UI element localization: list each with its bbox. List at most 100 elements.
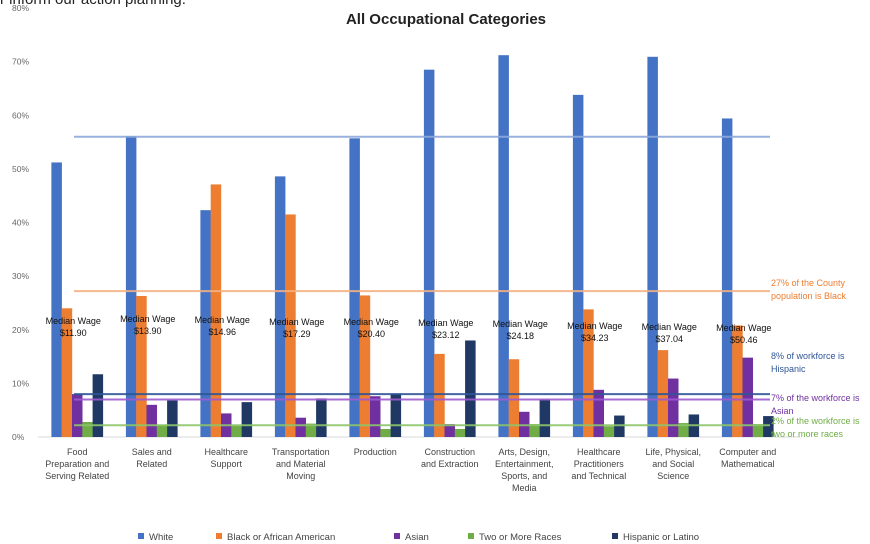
bar-two-or-more-races — [82, 421, 93, 437]
bar-white — [572, 94, 584, 437]
category-label: Healthcare — [577, 447, 621, 457]
category-label: Serving Related — [45, 471, 109, 481]
reference-annotation: 7% of the workforce is — [771, 393, 860, 403]
category-label: and Extraction — [421, 459, 479, 469]
bar-two-or-more-races — [305, 423, 317, 437]
bar-hispanic-or-latino — [316, 398, 327, 437]
median-wage-label: Median Wage — [195, 315, 250, 325]
category-label: Mathematical — [721, 459, 775, 469]
category-label: Science — [657, 471, 689, 481]
category-label: Support — [210, 459, 242, 469]
category-label: Sales and — [132, 447, 172, 457]
median-wage-label: Median Wage — [716, 323, 771, 333]
category-label: Construction — [424, 447, 475, 457]
bar-white — [423, 69, 435, 437]
legend-swatch — [612, 533, 618, 539]
legend-swatch — [394, 533, 400, 539]
bar-black-or-african-american — [210, 184, 222, 437]
category-label: and Social — [652, 459, 694, 469]
category-label: Entertainment, — [495, 459, 554, 469]
bar-two-or-more-races — [529, 424, 540, 437]
category-label: Food — [67, 447, 88, 457]
bar-hispanic-or-latino — [539, 399, 551, 437]
median-wage-label: Median Wage — [120, 314, 175, 324]
bar-white — [349, 138, 360, 437]
median-wage-label: Median Wage — [269, 317, 324, 327]
median-wage-label: Median Wage — [567, 321, 622, 331]
legend-label: Hispanic or Latino — [623, 532, 699, 543]
legend-label: Asian — [405, 532, 429, 543]
reference-annotation: Asian — [771, 406, 794, 416]
bar-white — [647, 56, 658, 438]
bar-asian — [593, 389, 604, 437]
y-tick-label: 60% — [12, 110, 29, 120]
legend-label: Two or More Races — [479, 532, 562, 543]
bar-asian — [72, 394, 83, 437]
bar-hispanic-or-latino — [465, 340, 476, 437]
median-wage-value: $17.29 — [283, 329, 311, 339]
bar-asian — [668, 378, 679, 437]
truncated-intro-text: r inform our action planning. — [0, 0, 186, 8]
bar-two-or-more-races — [678, 423, 689, 437]
y-tick-label: 0% — [12, 432, 25, 442]
bar-black-or-african-american — [732, 325, 743, 437]
median-wage-label: Median Wage — [418, 318, 473, 328]
category-label: Moving — [286, 471, 315, 481]
y-tick-label: 10% — [12, 378, 29, 388]
reference-annotation: 8% of workforce is — [771, 351, 845, 361]
legend-label: White — [149, 532, 173, 543]
bar-black-or-african-american — [508, 359, 520, 437]
median-wage-label: Median Wage — [344, 317, 399, 327]
bar-black-or-african-american — [359, 295, 371, 437]
median-wage-value: $13.90 — [134, 326, 162, 336]
category-label: Practitioners — [574, 459, 625, 469]
reference-annotation: population is Black — [771, 291, 847, 301]
bar-white — [200, 210, 211, 437]
category-label: Computer and — [719, 447, 776, 457]
median-wage-label: Median Wage — [46, 316, 101, 326]
bar-two-or-more-races — [603, 426, 615, 437]
category-label: and Technical — [571, 471, 626, 481]
category-label: Transportation — [272, 447, 330, 457]
bar-white — [721, 118, 733, 437]
category-label: Media — [512, 483, 537, 493]
bar-hispanic-or-latino — [763, 416, 774, 437]
legend-swatch — [468, 533, 474, 539]
bar-black-or-african-american — [136, 295, 147, 437]
bar-white — [274, 176, 286, 437]
bar-two-or-more-races — [231, 425, 242, 437]
bar-black-or-african-american — [434, 353, 445, 437]
y-tick-label: 30% — [12, 271, 29, 281]
bar-asian — [742, 357, 753, 437]
bar-two-or-more-races — [156, 424, 168, 437]
median-wage-label: Median Wage — [642, 322, 697, 332]
bar-black-or-african-american — [583, 309, 594, 437]
median-wage-value: $24.18 — [506, 331, 534, 341]
bar-white — [498, 55, 509, 437]
bar-black-or-african-american — [285, 214, 296, 437]
y-tick-label: 20% — [12, 325, 29, 335]
median-wage-value: $20.40 — [357, 329, 385, 339]
reference-annotation: Hispanic — [771, 364, 806, 374]
bar-hispanic-or-latino — [92, 374, 104, 437]
legend-label: Black or African American — [227, 532, 335, 543]
category-label: Life, Physical, — [645, 447, 701, 457]
median-wage-value: $50.46 — [730, 335, 758, 345]
bar-two-or-more-races — [380, 428, 391, 437]
category-label: Production — [354, 447, 397, 457]
category-label: and Material — [276, 459, 326, 469]
bar-hispanic-or-latino — [241, 402, 253, 437]
bar-asian — [295, 417, 306, 437]
y-tick-label: 50% — [12, 164, 29, 174]
y-tick-label: 40% — [12, 218, 29, 228]
median-wage-value: $34.23 — [581, 333, 609, 343]
bar-hispanic-or-latino — [614, 415, 625, 437]
bar-two-or-more-races — [752, 424, 764, 437]
legend-swatch — [216, 533, 222, 539]
y-tick-label: 70% — [12, 57, 29, 67]
bar-two-or-more-races — [454, 428, 466, 437]
bar-asian — [370, 396, 381, 437]
y-tick-label: 80% — [12, 3, 29, 13]
reference-annotation: two or more races — [771, 429, 844, 439]
